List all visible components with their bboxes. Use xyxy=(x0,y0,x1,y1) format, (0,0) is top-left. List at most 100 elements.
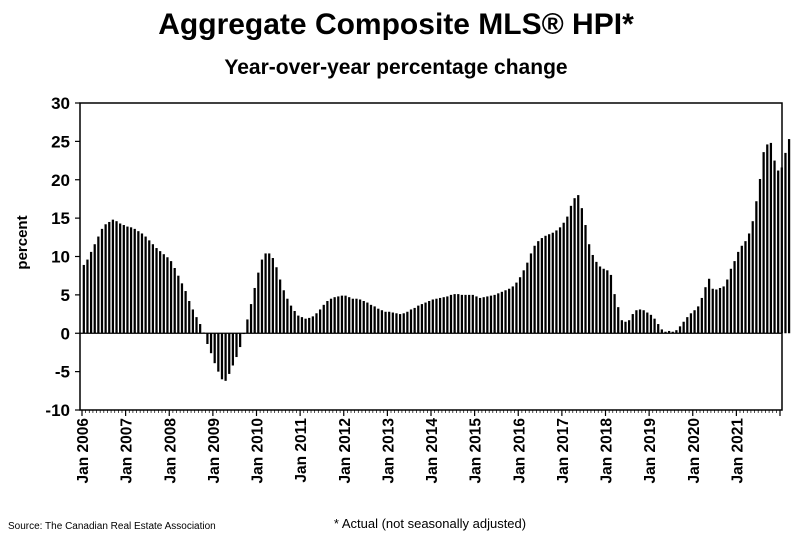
y-tick-label: 10 xyxy=(51,248,70,267)
plot-area-frame xyxy=(79,102,783,411)
bar xyxy=(722,286,725,334)
bar xyxy=(606,270,609,334)
bar xyxy=(140,233,144,334)
bar xyxy=(326,301,329,334)
bar xyxy=(544,235,547,334)
bar xyxy=(707,278,711,334)
bar xyxy=(402,313,405,334)
bar xyxy=(377,308,380,334)
bar xyxy=(188,301,191,334)
y-tick-label: 30 xyxy=(51,94,70,113)
bar xyxy=(115,221,118,334)
bar xyxy=(733,261,736,334)
y-tick-label: 25 xyxy=(51,132,70,151)
bar xyxy=(562,222,565,334)
bar xyxy=(384,311,387,334)
bar xyxy=(104,224,107,334)
bar xyxy=(664,331,667,334)
bar xyxy=(417,305,420,334)
bar xyxy=(228,333,231,374)
bar xyxy=(438,297,442,334)
bar xyxy=(526,262,529,334)
bar xyxy=(235,333,238,358)
bar xyxy=(718,287,722,334)
bar xyxy=(144,236,147,334)
x-tick-label: Jan 2016 xyxy=(511,418,528,484)
bar xyxy=(617,307,620,334)
bar xyxy=(537,241,540,334)
bar xyxy=(729,268,733,334)
bar xyxy=(631,314,634,334)
bar xyxy=(119,223,122,334)
bar xyxy=(348,297,351,334)
bar xyxy=(584,225,587,334)
bar xyxy=(551,232,554,334)
bar xyxy=(209,333,213,354)
bar xyxy=(260,259,264,334)
bar xyxy=(231,333,234,366)
x-tick-label: Jan 2006 xyxy=(75,418,92,484)
bar xyxy=(580,208,583,334)
bar xyxy=(678,326,682,334)
bar xyxy=(97,236,100,334)
bar xyxy=(271,258,274,334)
bar xyxy=(340,295,344,334)
bar xyxy=(787,139,791,334)
bar xyxy=(657,324,660,334)
bar xyxy=(424,302,427,334)
x-tick-label: Jan 2015 xyxy=(468,418,485,484)
y-tick-label: 0 xyxy=(61,324,70,343)
bar xyxy=(322,304,325,334)
bar xyxy=(588,244,591,334)
bar xyxy=(689,313,693,334)
bar xyxy=(478,297,482,334)
bar xyxy=(511,286,514,334)
bar xyxy=(577,195,580,334)
bar xyxy=(697,306,700,334)
bar xyxy=(533,245,536,334)
bar xyxy=(315,313,318,334)
bar xyxy=(737,251,740,334)
x-tick-label: Jan 2017 xyxy=(555,418,572,484)
bar xyxy=(638,309,642,334)
x-tick-label: Jan 2014 xyxy=(424,418,441,484)
bar xyxy=(711,288,714,334)
bar xyxy=(213,333,216,364)
bar xyxy=(191,309,194,334)
bar xyxy=(329,298,333,334)
bar xyxy=(518,277,522,334)
bar xyxy=(264,253,267,334)
bar xyxy=(162,254,165,334)
bar xyxy=(591,254,594,334)
bar xyxy=(224,333,227,381)
bar xyxy=(318,309,322,334)
x-tick-label: Jan 2011 xyxy=(293,418,310,483)
chart-subtitle: Year-over-year percentage change xyxy=(224,56,568,79)
bar xyxy=(758,178,762,334)
bar xyxy=(569,205,573,334)
y-tick-label: 5 xyxy=(61,286,70,305)
bar xyxy=(89,251,93,334)
bar xyxy=(380,310,384,334)
bar xyxy=(620,320,623,334)
bar xyxy=(358,299,362,334)
bar xyxy=(304,318,307,334)
bar xyxy=(369,304,373,334)
bar xyxy=(602,268,605,334)
bar xyxy=(773,160,776,334)
bar xyxy=(177,275,180,334)
bar xyxy=(628,320,631,334)
bar xyxy=(268,253,271,334)
bar xyxy=(598,266,602,334)
x-tick-label: Jan 2007 xyxy=(119,418,136,484)
bar xyxy=(555,230,558,334)
bar xyxy=(253,287,256,334)
bar xyxy=(133,228,136,334)
bar xyxy=(635,310,638,334)
bar xyxy=(457,294,460,334)
bar xyxy=(257,272,260,334)
bar xyxy=(173,268,176,334)
bar xyxy=(660,329,663,334)
bar xyxy=(391,312,394,334)
bar xyxy=(428,301,431,334)
